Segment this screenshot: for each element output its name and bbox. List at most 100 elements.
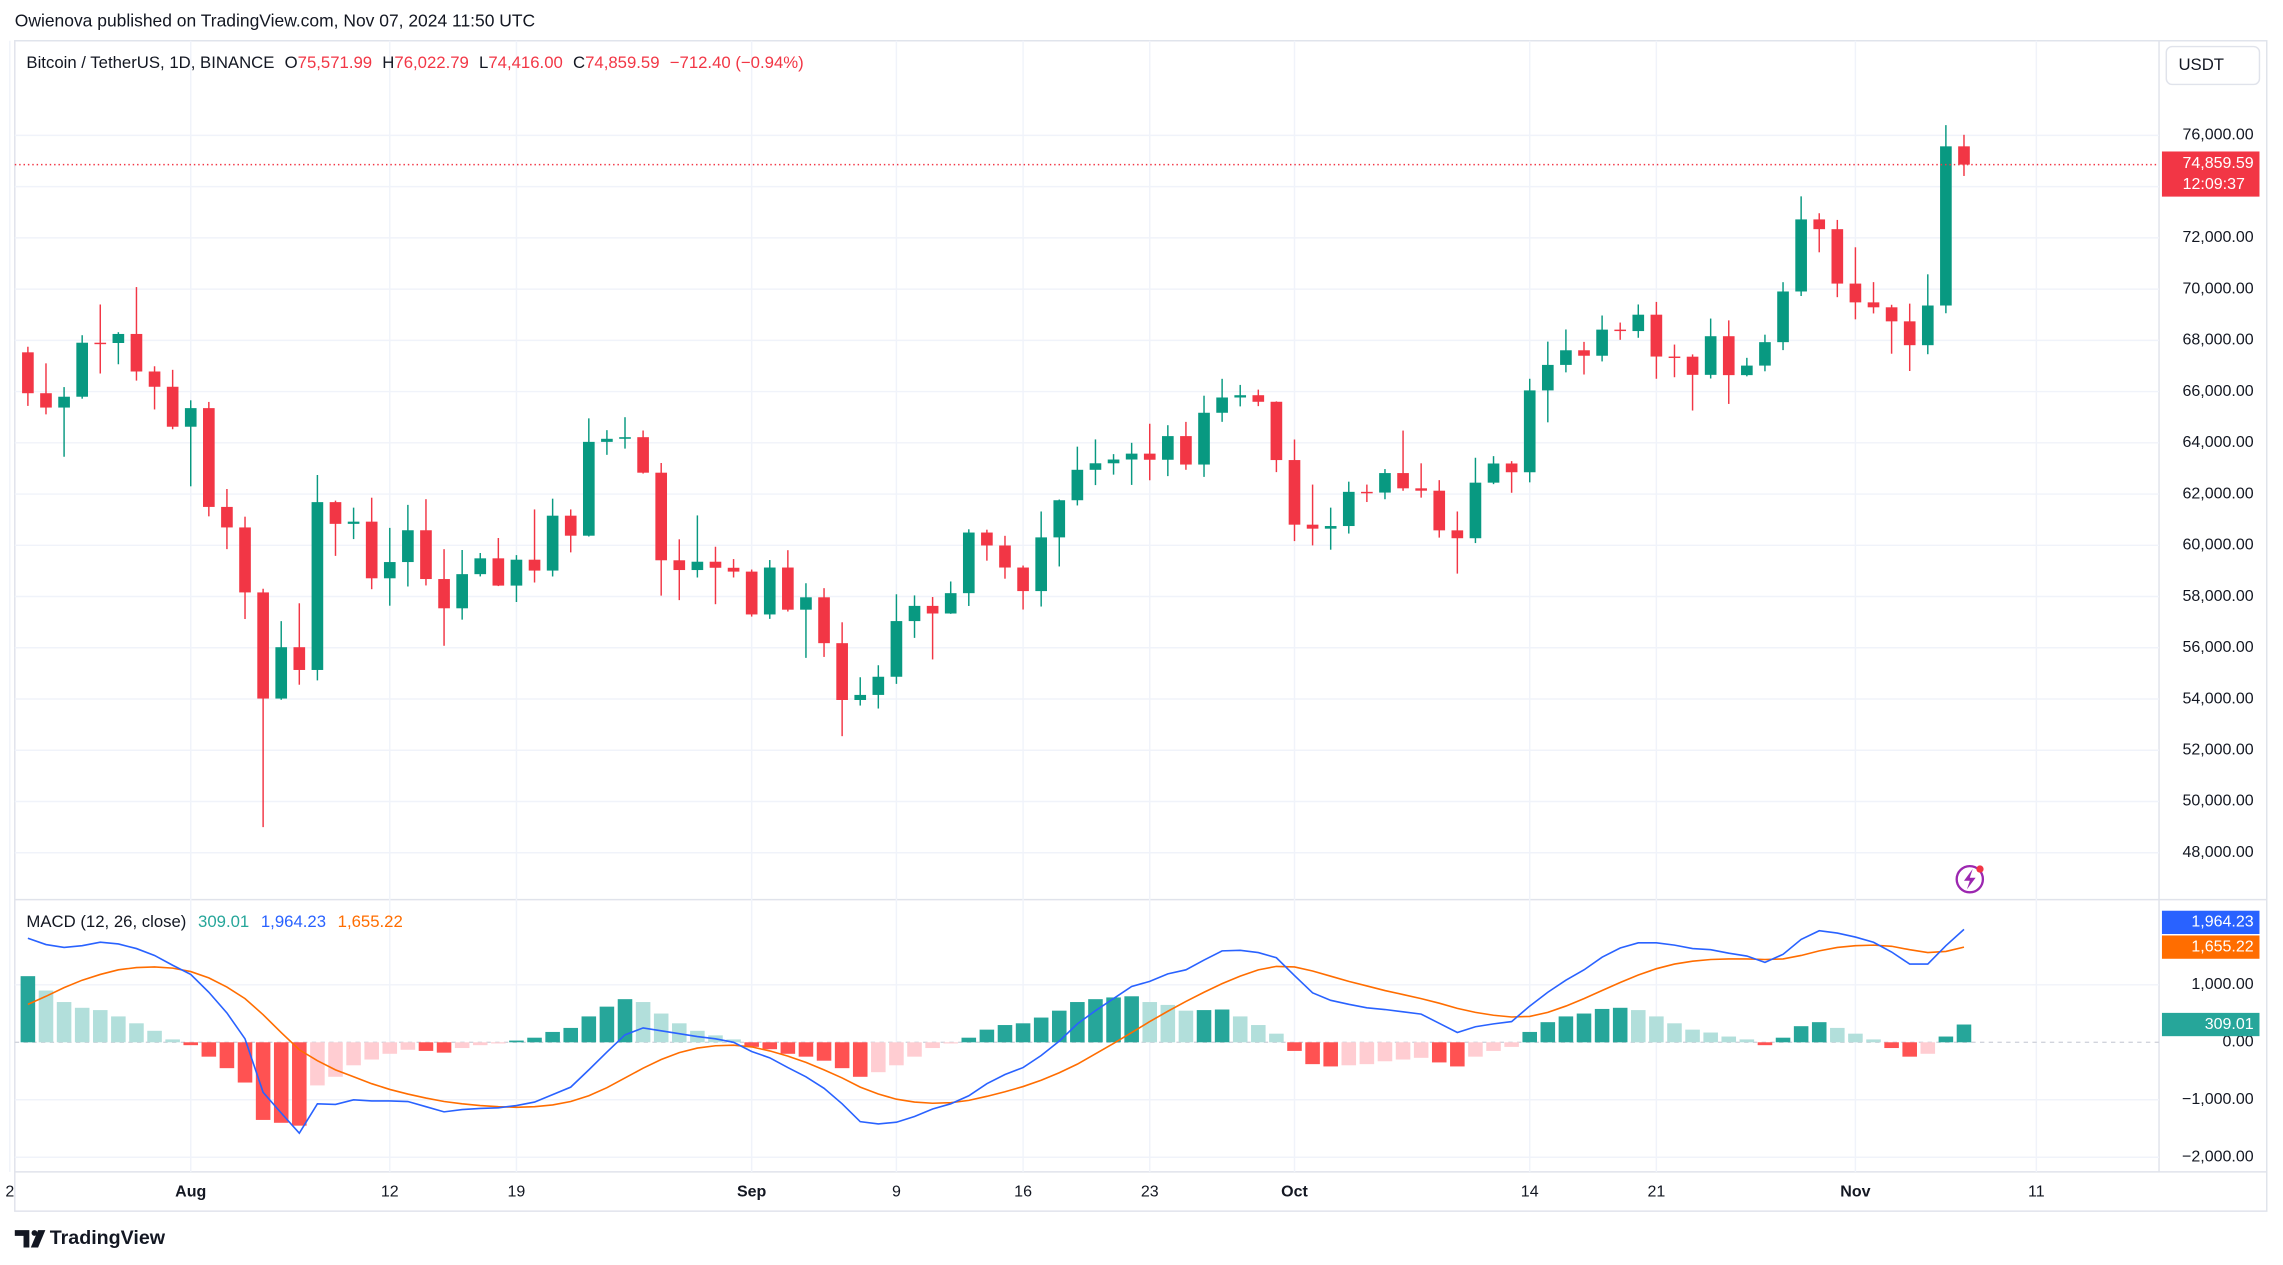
candle-body bbox=[1143, 453, 1156, 460]
histogram-bar bbox=[889, 1042, 904, 1066]
candle-body bbox=[1722, 336, 1735, 376]
candle-body bbox=[709, 561, 722, 568]
alert-icon-bolt[interactable] bbox=[1963, 869, 1976, 890]
histogram-bar bbox=[1287, 1042, 1302, 1051]
candle-body bbox=[1306, 524, 1319, 529]
histogram-bar bbox=[816, 1042, 832, 1061]
candle-body bbox=[1216, 397, 1228, 413]
candle-body bbox=[1578, 350, 1590, 356]
histogram-bar bbox=[1341, 1042, 1357, 1066]
macd-line bbox=[27, 928, 1965, 1135]
histogram-bar bbox=[111, 1016, 126, 1043]
candle-body bbox=[1397, 473, 1409, 489]
candle-body bbox=[1596, 329, 1608, 356]
candle-body bbox=[420, 530, 432, 580]
histogram-bar bbox=[1540, 1022, 1556, 1043]
currency[interactable]: USDT bbox=[2178, 55, 2224, 74]
x-tick-label: Sep bbox=[737, 1183, 767, 1200]
candle-body bbox=[329, 502, 342, 524]
histogram-bar bbox=[653, 1013, 669, 1043]
y-tick-label: 48,000.00 bbox=[2182, 844, 2253, 861]
candle-body bbox=[1451, 530, 1464, 539]
histogram-bar bbox=[1088, 999, 1103, 1043]
candle-body bbox=[1505, 463, 1518, 473]
histogram-bar bbox=[1631, 1010, 1646, 1043]
candle-body bbox=[1741, 365, 1753, 376]
histogram-bar bbox=[1576, 1013, 1592, 1043]
x-tick-label: 16 bbox=[1014, 1183, 1032, 1200]
signal-value-label: 1,655.22 bbox=[2191, 938, 2253, 955]
logo-part bbox=[31, 1230, 38, 1236]
histogram-bar bbox=[852, 1042, 868, 1077]
candle-body bbox=[1125, 453, 1138, 460]
ohlc-key: H bbox=[382, 53, 394, 72]
histogram-bar bbox=[237, 1042, 253, 1083]
histogram-bar bbox=[129, 1023, 144, 1043]
candle-body bbox=[601, 438, 613, 442]
histogram-bar bbox=[635, 1002, 651, 1043]
histogram-bar bbox=[147, 1030, 162, 1043]
histogram-bar bbox=[382, 1042, 398, 1054]
brand-name: TradingView bbox=[50, 1227, 166, 1249]
histogram-bar bbox=[255, 1042, 271, 1120]
histogram-bar bbox=[1703, 1032, 1718, 1043]
candle-body bbox=[999, 545, 1011, 568]
y-tick-label: 76,000.00 bbox=[2182, 127, 2253, 144]
histogram-bar bbox=[364, 1042, 379, 1060]
candle-body bbox=[1940, 146, 1952, 306]
ohlc-key: L bbox=[479, 53, 488, 72]
histogram-bar bbox=[979, 1029, 995, 1043]
candle-body bbox=[564, 515, 577, 536]
y-tick-label: 64,000.00 bbox=[2182, 434, 2253, 451]
histogram-bar bbox=[1486, 1042, 1501, 1051]
histogram-value-box bbox=[2161, 1012, 2260, 1037]
candle-body bbox=[184, 408, 197, 427]
candle-body bbox=[40, 393, 52, 408]
candle-body bbox=[1704, 336, 1717, 375]
ohlc-value: 75,571.99 bbox=[298, 53, 372, 72]
signal-value: 1,655.22 bbox=[338, 912, 403, 931]
currency-button-frame[interactable] bbox=[2165, 45, 2261, 86]
histogram-bar bbox=[491, 1042, 506, 1044]
candle-body bbox=[637, 437, 649, 473]
candle-body bbox=[1162, 436, 1174, 460]
histogram-bar bbox=[1450, 1042, 1465, 1067]
x-tick-label: 23 bbox=[1141, 1183, 1159, 1200]
candle-body bbox=[1831, 229, 1844, 284]
histogram-bar bbox=[1051, 1010, 1067, 1043]
labels: 48,000.00 50,000.00 52,000.00 54,000.00 56,0… bbox=[5, 127, 2260, 1200]
histogram-bar bbox=[581, 1016, 597, 1043]
alert-icon[interactable] bbox=[1955, 864, 1985, 894]
candle-body bbox=[76, 342, 88, 397]
candle-body bbox=[58, 396, 70, 408]
histogram-bar bbox=[273, 1042, 289, 1123]
candle-body bbox=[1523, 390, 1536, 473]
histogram-bar bbox=[834, 1042, 850, 1069]
chart-frame bbox=[14, 40, 2268, 1212]
candle-body bbox=[1379, 473, 1391, 493]
candle-body bbox=[1614, 329, 1627, 332]
histogram-bar bbox=[1468, 1042, 1483, 1057]
candle-body bbox=[311, 502, 324, 670]
candle-body bbox=[1668, 356, 1681, 359]
y-tick-label: 70,000.00 bbox=[2182, 280, 2253, 297]
macd-legend: MACD (12, 26, close) 309.01 1,964.23 1,655.… bbox=[26, 912, 402, 931]
macd-value-label: 1,964.23 bbox=[2191, 914, 2253, 931]
candle-body bbox=[94, 342, 107, 345]
histogram-bar bbox=[925, 1042, 940, 1049]
candle-body bbox=[1035, 537, 1047, 592]
y-tick-label: 60,000.00 bbox=[2182, 537, 2253, 554]
candle-body bbox=[293, 647, 306, 670]
countdown: 12:09:37 bbox=[2183, 176, 2245, 193]
candle-body bbox=[1885, 307, 1898, 322]
histogram-bar bbox=[1269, 1033, 1284, 1043]
candle-body bbox=[673, 560, 686, 571]
candle-body bbox=[365, 521, 378, 579]
histogram-bar bbox=[1196, 1010, 1212, 1043]
histogram-bar bbox=[1938, 1036, 1954, 1043]
histogram-bar bbox=[1667, 1023, 1682, 1043]
candle-body bbox=[1288, 460, 1301, 525]
last-price-box bbox=[2161, 151, 2260, 197]
currency-button[interactable]: USDT bbox=[2165, 45, 2261, 86]
